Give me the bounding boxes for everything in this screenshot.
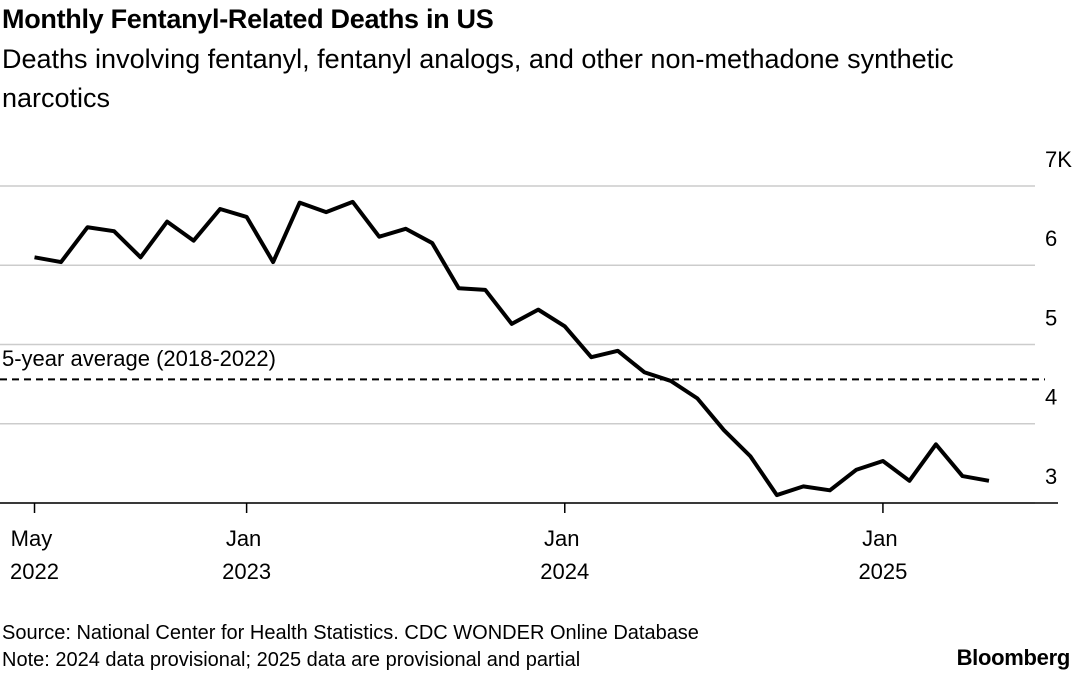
data-line — [34, 199, 990, 498]
data-note: Note: 2024 data provisional; 2025 data a… — [2, 649, 581, 671]
x-tick-label: Jan 2025 — [858, 526, 907, 584]
y-tick-label: 7K — [1045, 147, 1072, 172]
x-tick-label-line: 2024 — [540, 559, 589, 584]
reference-label: 5-year average (2018-2022) — [2, 346, 276, 371]
chart-title: Monthly Fentanyl-Related Deaths in US — [2, 4, 494, 34]
x-tick-label-line: Jan — [544, 526, 586, 551]
x-tick-label-line: Jan — [862, 526, 904, 551]
y-tick-label: 6 — [1045, 226, 1057, 251]
y-tick-label: 3 — [1045, 464, 1057, 489]
x-tick-label: Jan 2023 — [222, 526, 271, 584]
x-tick-label-line: 2022 — [10, 559, 59, 584]
x-tick-label-line: May — [11, 526, 59, 551]
source-note: Source: National Center for Health Stati… — [2, 622, 699, 644]
y-tick-label: 5 — [1045, 305, 1057, 330]
x-tick-label-line: 2023 — [222, 559, 271, 584]
brand: Bloomberg — [956, 645, 1071, 670]
chart-subtitle: Deaths involving fentanyl, fentanyl anal… — [2, 44, 954, 113]
y-tick-label: 4 — [1045, 385, 1057, 410]
x-tick-label: May 2022 — [10, 526, 59, 584]
x-tick-label-line: 2025 — [858, 559, 907, 584]
x-tick-label-line: Jan — [226, 526, 268, 551]
x-tick-label: Jan 2024 — [540, 526, 589, 584]
